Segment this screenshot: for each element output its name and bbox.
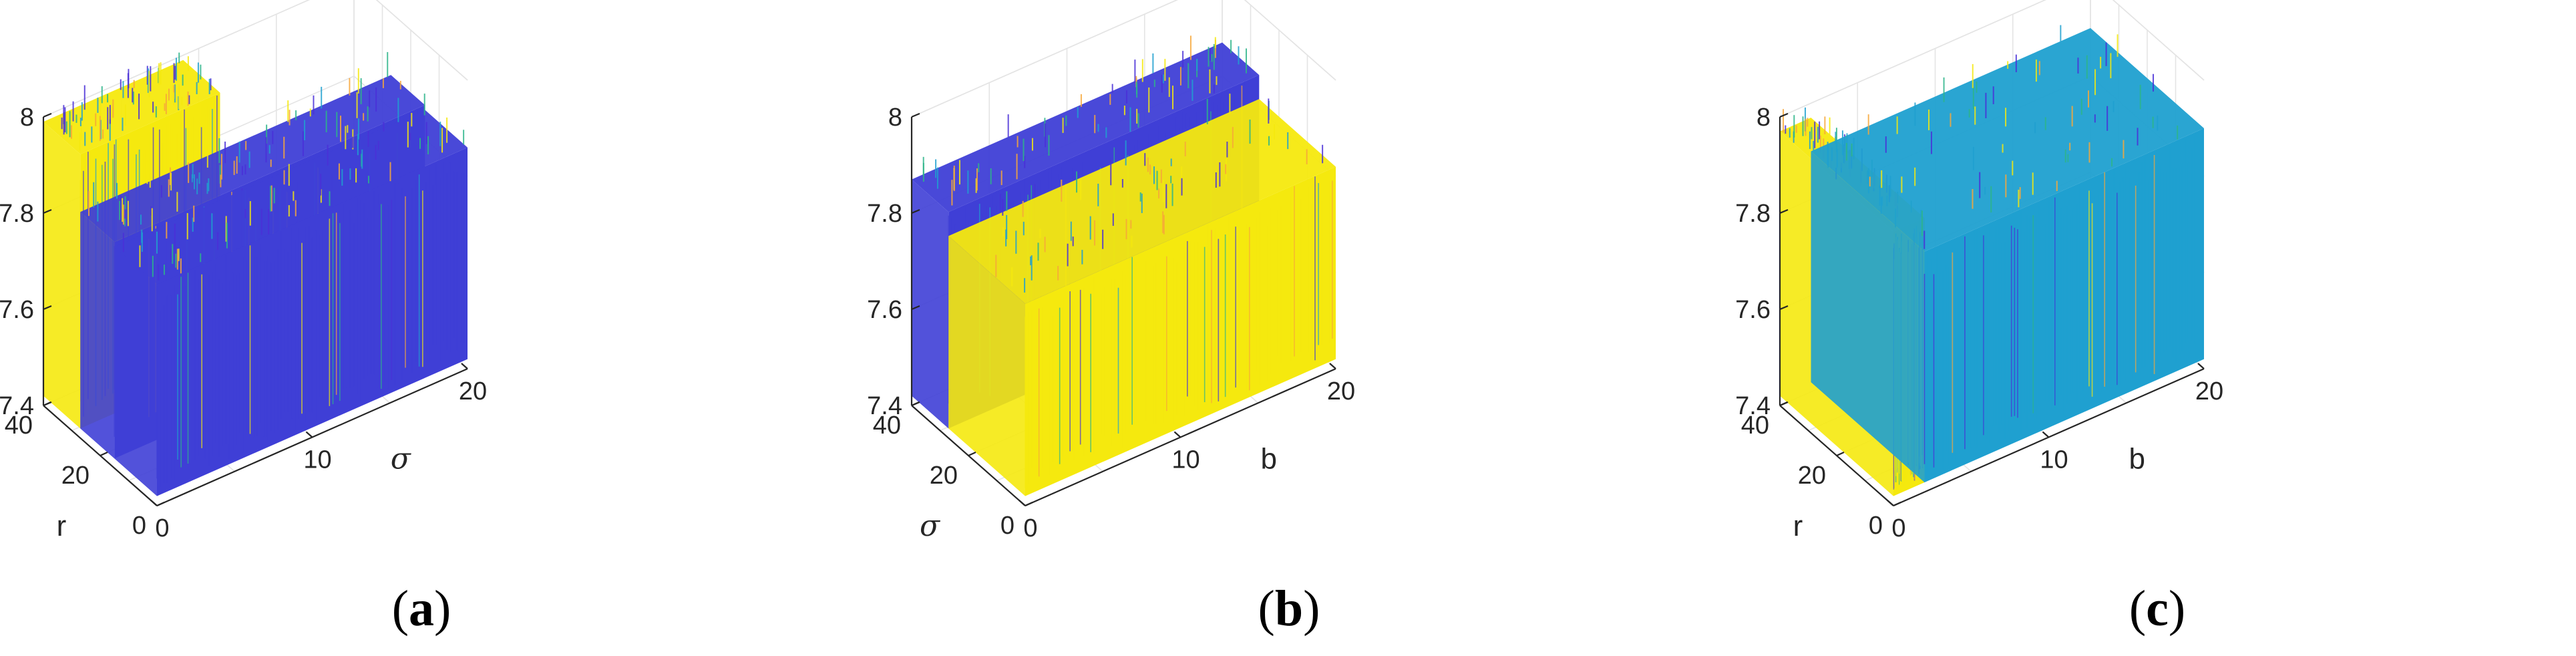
panel-a-x-label: σ xyxy=(391,442,412,476)
panel-a-region-2-top xyxy=(114,110,468,285)
caption-a-open: ( xyxy=(391,581,409,637)
panel-a-region-2 xyxy=(114,94,468,496)
panel-a-region-2-side xyxy=(114,247,157,496)
panel-c-ticks: 0 10 20 0 20 407.4 7.6 7.8 8 xyxy=(1736,104,2223,542)
panel-b-z-tick-2: 7.8 xyxy=(868,200,902,228)
panel-c-x-tick-2: 20 xyxy=(2195,377,2223,405)
panel-b-y-tick-2: 40 xyxy=(873,412,901,440)
panel-c-x-label: b xyxy=(2129,442,2145,475)
panel-b-region-1-side xyxy=(948,236,1025,496)
panel-a-z-tick-2: 7.8 xyxy=(0,200,34,228)
panel-b-x-tick-1: 10 xyxy=(1171,446,1200,474)
caption-b-open: ( xyxy=(1258,581,1275,637)
panel-a-region-0-side xyxy=(43,122,81,429)
panel-c-x-tick-1: 10 xyxy=(2040,446,2068,474)
panel-a-y-tick-0: 0 xyxy=(132,512,146,540)
panel-a-z-tick-1: 7.6 xyxy=(0,296,34,324)
panel-a-y-label: r xyxy=(57,510,67,542)
panel-b-y-tick-1: 20 xyxy=(930,462,958,490)
panel-c-x-tick-0: 0 xyxy=(1891,514,1905,542)
panel-b-ticks: 0 10 20 0 20 407.4 7.6 7.8 8 xyxy=(868,104,1355,542)
panel-c-z-tick-1: 7.6 xyxy=(1736,296,1771,324)
panel-a-region-0-top xyxy=(43,59,220,154)
panel-b-y-tick-0: 0 xyxy=(1000,512,1015,540)
panel-c-region-1-side xyxy=(1811,151,1925,483)
panel-c-y-tick-1: 20 xyxy=(1798,462,1826,490)
panel-a-region-1-top xyxy=(80,75,425,242)
panel-b-y-label: σ xyxy=(920,509,941,543)
panel-c-region-1-top xyxy=(1811,28,2204,252)
panel-c-surface xyxy=(1780,25,2204,496)
panel-a-y-tick-1: 20 xyxy=(61,462,89,490)
caption-c: (c) xyxy=(2057,580,2257,638)
caption-b: (b) xyxy=(1189,580,1389,638)
panel-a-x-tick-2: 20 xyxy=(459,377,487,405)
panel-b-z-tick-3: 8 xyxy=(888,104,902,132)
panel-b-z-tick-0: 7.4 xyxy=(868,392,902,420)
panel-c-y-tick-2: 40 xyxy=(1741,412,1769,440)
caption-a-close: ) xyxy=(434,581,451,637)
caption-c-open: ( xyxy=(2129,581,2147,637)
panel-a-x-tick-0: 0 xyxy=(155,514,169,542)
caption-a: (a) xyxy=(321,580,522,638)
panel-c-region-1 xyxy=(1811,25,2204,483)
panel-b-z-tick-1: 7.6 xyxy=(868,296,902,324)
panel-b-region-0-side xyxy=(912,179,949,429)
panel-c-y-label: r xyxy=(1793,510,1803,542)
panel-a-z-tick-3: 8 xyxy=(20,104,34,132)
panel-b-x-label: b xyxy=(1261,442,1277,475)
panel-b-surface xyxy=(912,35,1336,496)
panel-a-surface xyxy=(43,51,468,496)
panel-b-region-1 xyxy=(948,94,1336,496)
caption-c-close: ) xyxy=(2168,581,2186,637)
caption-b-letter: b xyxy=(1274,581,1304,637)
panel-a-y-tick-2: 40 xyxy=(5,412,33,440)
panel-a-region-1-side xyxy=(80,212,115,459)
panel-c-z-tick-3: 8 xyxy=(1757,104,1771,132)
caption-c-letter: c xyxy=(2146,581,2169,637)
panel-c-z-tick-2: 7.8 xyxy=(1736,200,1771,228)
panel-c-y-tick-0: 0 xyxy=(1869,512,1883,540)
panel-b-x-tick-0: 0 xyxy=(1023,514,1037,542)
panel-a-ticks: 0 10 20 0 20 407.4 7.6 7.8 8 xyxy=(0,104,487,542)
panel-c-z-tick-0: 7.4 xyxy=(1736,392,1771,420)
caption-b-close: ) xyxy=(1303,581,1320,637)
panel-b-region-0-top xyxy=(912,42,1260,212)
caption-a-letter: a xyxy=(409,581,434,637)
panel-b-x-tick-2: 20 xyxy=(1327,377,1355,405)
panel-a-z-tick-0: 7.4 xyxy=(0,392,34,420)
panel-a-x-tick-1: 10 xyxy=(303,446,331,474)
